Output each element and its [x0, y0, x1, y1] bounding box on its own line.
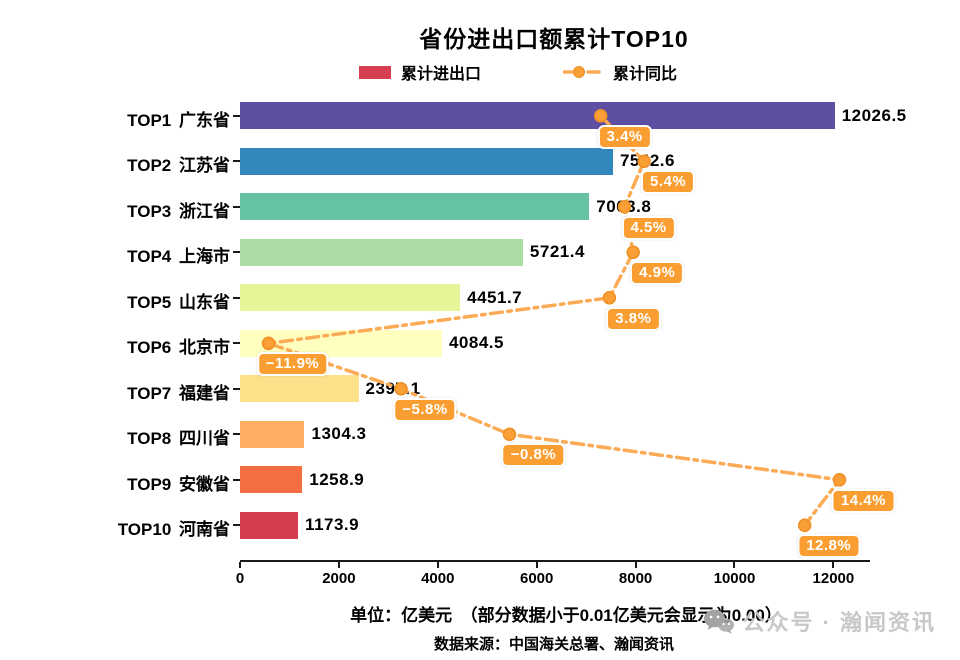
line-point-label: 4.5% [621, 215, 676, 240]
bar-value-label: 4084.5 [448, 333, 504, 353]
bar [240, 466, 303, 494]
bar-value-label: 1304.3 [311, 424, 367, 444]
legend: 累计进出口 累计同比 [204, 60, 832, 84]
bar-value-label: 2397.1 [365, 378, 421, 398]
line-point-label: −0.8% [501, 443, 566, 468]
x-axis-tick [239, 562, 241, 568]
wechat-icon [704, 609, 735, 634]
line-point-label: 5.4% [640, 170, 696, 195]
y-axis-tick [233, 114, 240, 117]
source-note: 数据来源：中国海关总署、瀚闻资讯 [433, 636, 674, 653]
line-point-label: 12.8% [797, 534, 861, 559]
category-label: TOP7 福建省 [127, 383, 230, 403]
line-point-marker [502, 427, 517, 442]
watermark: 公众号 · 瀚闻资讯 [703, 605, 936, 637]
bar [240, 375, 359, 403]
category-label: TOP6 北京市 [127, 338, 230, 358]
line-point-label: 3.8% [606, 306, 661, 331]
line-point-label: −11.9% [256, 352, 329, 377]
chart-title: 省份进出口额累计TOP10 [419, 26, 689, 52]
category-label: TOP9 安徽省 [127, 474, 230, 494]
x-axis-tick-label: 2000 [322, 570, 356, 587]
bar-value-label: 12026.5 [841, 105, 907, 125]
x-axis-tick-label: 12000 [812, 570, 855, 587]
bar [240, 193, 590, 221]
bar [240, 238, 523, 266]
bar-value-label: 1173.9 [305, 515, 360, 535]
legend-item-line-series: 累计同比 [563, 60, 677, 84]
category-label: TOP4 上海市 [127, 247, 230, 267]
x-axis-tick-label: 10000 [713, 570, 756, 587]
line-series-swatch [563, 66, 603, 78]
bar-value-label: 4451.7 [467, 287, 523, 307]
y-axis-tick [233, 387, 240, 390]
category-label: TOP5 山东省 [127, 292, 230, 312]
line-point-label: 3.4% [597, 124, 652, 149]
x-axis-tick [832, 562, 835, 568]
y-axis-tick [233, 251, 240, 254]
bar [240, 284, 461, 312]
x-axis-tick [634, 562, 637, 568]
line-series-label: 累计同比 [613, 66, 678, 83]
bar-value-label: 7542.6 [619, 151, 675, 171]
x-axis-line [240, 560, 870, 562]
y-axis-tick [233, 296, 240, 299]
category-label: TOP2 江苏省 [127, 156, 230, 176]
y-axis-tick [233, 478, 240, 481]
x-axis-tick [337, 562, 340, 568]
watermark-text: 公众号 · 瀚闻资讯 [742, 610, 936, 635]
line-point-marker [797, 518, 812, 533]
x-axis-tick-label: 4000 [421, 570, 455, 587]
bar [240, 420, 305, 448]
line-point-marker [602, 291, 617, 305]
y-axis-tick [233, 160, 240, 163]
category-label: TOP8 四川省 [127, 429, 230, 449]
bar [240, 511, 299, 539]
category-label: TOP1 广东省 [127, 110, 230, 130]
x-axis-tick [436, 562, 439, 568]
bar [240, 147, 613, 175]
y-axis-tick [233, 433, 240, 436]
category-label: TOP3 浙江省 [127, 201, 230, 221]
y-axis-tick [233, 524, 240, 527]
line-point-marker [626, 245, 640, 260]
bar-value-label: 7063.8 [596, 196, 652, 216]
x-axis-tick-label: 8000 [618, 570, 653, 587]
bar-value-label: 1258.9 [309, 469, 365, 489]
unit-note: 单位：亿美元 （部分数据小于0.01亿美元会显示为0.00） [350, 606, 782, 625]
x-axis-tick [733, 562, 736, 568]
y-axis-tick [233, 342, 240, 345]
category-label: TOP10 河南省 [117, 520, 230, 540]
line-point-label: −5.8% [393, 397, 457, 422]
bar-series-label: 累计进出口 [400, 66, 481, 83]
y-axis-tick [233, 205, 240, 208]
x-axis-tick [535, 562, 538, 568]
x-axis-tick-label: 0 [235, 570, 245, 587]
line-point-label: 4.9% [630, 261, 685, 286]
bar-series-swatch [358, 65, 391, 79]
line-point-marker [832, 473, 847, 487]
bar-value-label: 5721.4 [529, 242, 585, 262]
x-axis-tick-label: 6000 [520, 570, 554, 587]
legend-item-bar-series: 累计进出口 [358, 60, 481, 84]
line-point-label: 14.4% [831, 488, 895, 513]
bar [240, 102, 835, 130]
